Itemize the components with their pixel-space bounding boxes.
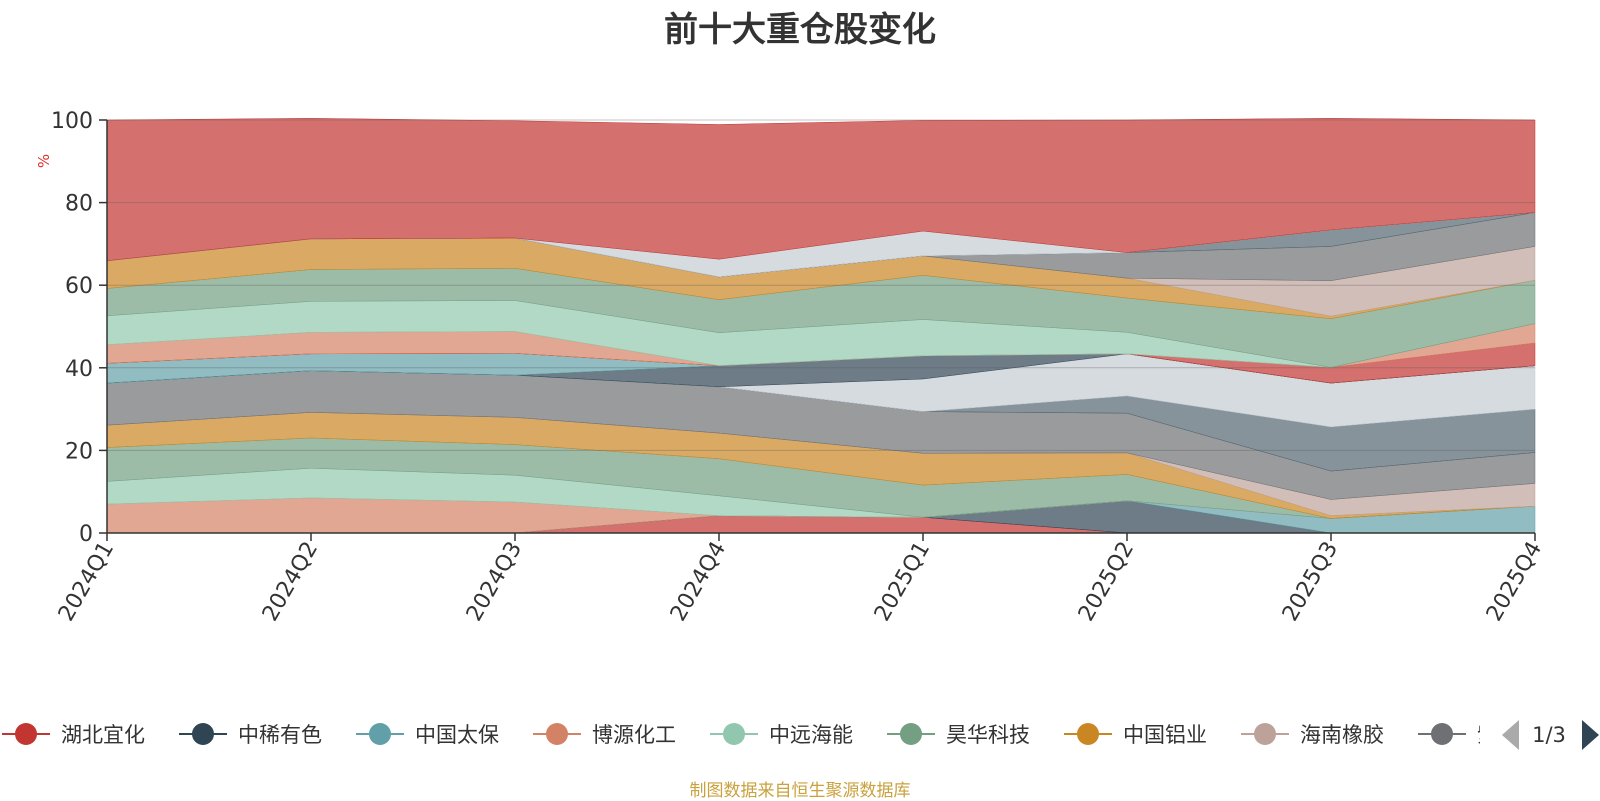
- legend: 湖北宜化中稀有色中国太保博源化工中远海能昊华科技中国铝业海南橡胶紫: [2, 712, 1600, 758]
- x-tick-label: 2024Q4: [666, 538, 731, 626]
- legend-label: 中国铝业: [1123, 723, 1207, 747]
- legend-marker-icon: [1254, 723, 1276, 745]
- legend-label: 中国太保: [415, 723, 499, 747]
- y-tick-label: 100: [51, 109, 93, 134]
- legend-item[interactable]: 湖北宜化: [2, 723, 145, 747]
- legend-marker-icon: [369, 723, 391, 745]
- x-tick-label: 2024Q2: [258, 538, 323, 626]
- legend-item[interactable]: 中远海能: [710, 723, 853, 747]
- y-axis-label: %: [35, 154, 53, 168]
- legend-label: 博源化工: [592, 723, 676, 747]
- legend-item[interactable]: 昊华科技: [887, 723, 1030, 747]
- y-tick-label: 80: [65, 192, 93, 217]
- y-tick-label: 40: [65, 357, 93, 382]
- legend-label: 昊华科技: [946, 723, 1030, 747]
- x-tick-label: 2025Q3: [1278, 538, 1343, 626]
- legend-label: 湖北宜化: [61, 723, 145, 747]
- legend-clip-mask: [1480, 712, 1600, 758]
- x-tick-label: 2025Q2: [1074, 538, 1139, 626]
- legend-marker-icon: [900, 723, 922, 745]
- legend-item[interactable]: 中国铝业: [1064, 723, 1207, 747]
- x-tick-label: 2025Q1: [870, 538, 935, 626]
- legend-next-icon[interactable]: [1582, 720, 1599, 750]
- y-tick-label: 20: [65, 439, 93, 464]
- y-tick-label: 0: [79, 522, 93, 547]
- chart-title: 前十大重仓股变化: [664, 10, 936, 50]
- legend-label: 中远海能: [769, 723, 853, 747]
- legend-marker-icon: [1077, 723, 1099, 745]
- legend-page-indicator: 1/3: [1532, 723, 1566, 747]
- area-layer: [106, 118, 1536, 534]
- y-tick-label: 60: [65, 274, 93, 299]
- x-tick-label: 2025Q4: [1482, 538, 1547, 626]
- legend-marker-icon: [1431, 723, 1453, 745]
- legend-marker-icon: [723, 723, 745, 745]
- legend-label: 中稀有色: [238, 723, 322, 747]
- x-tick-label: 2024Q3: [462, 538, 527, 626]
- legend-marker-icon: [192, 723, 214, 745]
- area-series-22[interactable]: [106, 118, 1536, 262]
- legend-pager: 1/3: [1502, 720, 1599, 750]
- legend-item[interactable]: 中国太保: [356, 723, 499, 747]
- legend-marker-icon: [15, 723, 37, 745]
- legend-item[interactable]: 博源化工: [533, 723, 676, 747]
- legend-item[interactable]: 中稀有色: [179, 723, 322, 747]
- legend-item[interactable]: 海南橡胶: [1241, 723, 1384, 747]
- legend-marker-icon: [546, 723, 568, 745]
- legend-prev-icon[interactable]: [1502, 720, 1519, 750]
- source-note: 制图数据来自恒生聚源数据库: [689, 781, 911, 801]
- x-tick-label: 2024Q1: [54, 538, 119, 626]
- legend-label: 海南橡胶: [1300, 723, 1384, 747]
